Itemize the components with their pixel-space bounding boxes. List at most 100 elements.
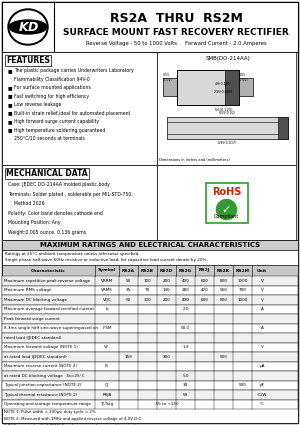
Text: 50.0: 50.0 [181, 326, 190, 330]
Text: Characteristic: Characteristic [31, 269, 66, 272]
Bar [2, 323, 298, 333]
Text: ■: ■ [8, 119, 13, 124]
Text: Maximum DC blocking voltage: Maximum DC blocking voltage [4, 298, 67, 302]
Bar [239, 78, 253, 96]
Text: 100: 100 [144, 279, 152, 283]
Text: Symbol: Symbol [98, 269, 116, 272]
Text: 35: 35 [126, 288, 131, 292]
Text: Compliant: Compliant [214, 213, 239, 218]
Text: Weight:0.005 ounce, 0.136 grams: Weight:0.005 ounce, 0.136 grams [8, 230, 86, 235]
Text: Maximum RMS voltage: Maximum RMS voltage [4, 288, 51, 292]
Text: Terminals: Solder plated , solderable per MIL-STD-750,: Terminals: Solder plated , solderable pe… [8, 192, 133, 196]
Text: MAXIMUM RATINGS AND ELECTRICAL CHARACTERISTICS: MAXIMUM RATINGS AND ELECTRICAL CHARACTER… [40, 242, 260, 248]
Text: Typical thermal resistance (NOTE 2): Typical thermal resistance (NOTE 2) [4, 393, 77, 397]
Text: 30: 30 [183, 383, 188, 387]
Text: 100: 100 [144, 298, 152, 302]
Text: Io: Io [105, 307, 109, 311]
Bar [2, 265, 298, 276]
Text: 50: 50 [183, 393, 188, 397]
Text: °C/W: °C/W [257, 393, 267, 397]
Text: Flammability Classification 94V-0: Flammability Classification 94V-0 [14, 76, 90, 82]
Bar [2, 2, 298, 52]
Bar [167, 117, 288, 139]
Text: The plastic package carries Underwriters Laboratory: The plastic package carries Underwriters… [14, 68, 134, 73]
Text: NOTE 2: Measured with 1MHz and applied reverse voltage of 4.0V D.C.: NOTE 2: Measured with 1MHz and applied r… [4, 417, 142, 421]
Text: RS2M: RS2M [236, 269, 250, 272]
Text: RS2B: RS2B [141, 269, 154, 272]
Text: Reverse Voltage - 50 to 1000 Volts     Forward Current - 2.0 Amperes: Reverse Voltage - 50 to 1000 Volts Forwa… [85, 40, 266, 45]
Text: Built-in strain relief,ideal for automated placement: Built-in strain relief,ideal for automat… [14, 110, 130, 116]
Bar [2, 240, 298, 423]
Text: Single phase half-wave 60Hz resistive or inductive load, for capacitive load cur: Single phase half-wave 60Hz resistive or… [5, 258, 208, 262]
Text: °C: °C [260, 402, 265, 406]
Text: ■: ■ [8, 102, 13, 107]
Text: VRMS: VRMS [101, 288, 113, 292]
Ellipse shape [9, 20, 47, 34]
Text: V: V [261, 298, 263, 302]
Text: A: A [261, 326, 263, 330]
Text: VF: VF [104, 345, 110, 349]
Text: 400: 400 [182, 298, 189, 302]
Text: Peak forward surge current: Peak forward surge current [4, 317, 60, 321]
Bar [157, 165, 296, 240]
Text: ■: ■ [8, 68, 13, 73]
Text: Case: JEDEC DO-214AA molded plastic body: Case: JEDEC DO-214AA molded plastic body [8, 182, 110, 187]
Text: NOTE 1: Pulse width = 300μs, duty cycle = 2%: NOTE 1: Pulse width = 300μs, duty cycle … [4, 410, 96, 414]
Text: ■: ■ [8, 94, 13, 99]
Bar [2, 240, 298, 250]
Text: 140: 140 [163, 288, 170, 292]
Text: 2.15(0.085): 2.15(0.085) [214, 90, 233, 94]
Bar [2, 52, 157, 165]
Text: 150: 150 [124, 355, 132, 359]
Bar [2, 380, 298, 390]
Text: ■: ■ [8, 110, 13, 116]
Text: 8.3ms single half sine-wave superimposed on: 8.3ms single half sine-wave superimposed… [4, 326, 98, 330]
Text: K: K [19, 20, 29, 34]
Text: 500: 500 [238, 383, 246, 387]
Bar [2, 276, 298, 286]
Text: High forward surge current capability: High forward surge current capability [14, 119, 99, 124]
Text: Typical junction capacitance (NOTE 2): Typical junction capacitance (NOTE 2) [4, 383, 82, 387]
Text: 50: 50 [126, 279, 131, 283]
Bar [2, 304, 298, 314]
Text: Ratings at 25°C ambient temperature unless otherwise specified.: Ratings at 25°C ambient temperature unle… [5, 252, 140, 256]
Text: A: A [261, 307, 263, 311]
Text: Method 2026: Method 2026 [14, 201, 45, 206]
Bar [206, 182, 248, 223]
Text: Mounting Position: Any: Mounting Position: Any [8, 220, 61, 225]
Text: SMB(DO-214AA): SMB(DO-214AA) [205, 56, 250, 61]
Text: 250°C/10 seconds at terminals: 250°C/10 seconds at terminals [14, 136, 85, 141]
Text: 500: 500 [220, 355, 227, 359]
Text: 600: 600 [201, 298, 208, 302]
Text: RS2A: RS2A [122, 269, 135, 272]
Text: 70: 70 [145, 288, 150, 292]
Text: μA: μA [259, 364, 265, 368]
Text: 0.55
(0.02): 0.55 (0.02) [163, 73, 173, 82]
Bar [2, 352, 298, 362]
Text: Maximum forward voltage (NOTE 1): Maximum forward voltage (NOTE 1) [4, 345, 78, 349]
Text: at rated load (JEDEC standard): at rated load (JEDEC standard) [4, 355, 67, 359]
Text: 300: 300 [163, 355, 170, 359]
Text: RS2A  THRU  RS2M: RS2A THRU RS2M [110, 11, 242, 25]
Bar [2, 343, 298, 352]
Text: 50: 50 [126, 298, 131, 302]
Text: Unit: Unit [257, 269, 267, 272]
Bar [2, 400, 298, 409]
Text: VRRM: VRRM [101, 279, 113, 283]
Text: 1000: 1000 [237, 298, 248, 302]
Text: ✓: ✓ [222, 204, 231, 215]
Text: RS2K: RS2K [217, 269, 230, 272]
Text: 2.0: 2.0 [182, 307, 189, 311]
Text: 0.95(0.037): 0.95(0.037) [218, 141, 237, 145]
Text: 560: 560 [220, 288, 227, 292]
Text: at rated DC blocking voltage   Ta=25°C: at rated DC blocking voltage Ta=25°C [4, 374, 85, 378]
Text: 0.55(0.02): 0.55(0.02) [219, 111, 236, 115]
Text: CJ: CJ [105, 383, 109, 387]
Text: 5.0: 5.0 [182, 374, 189, 378]
Bar [2, 371, 298, 380]
Text: V: V [261, 279, 263, 283]
Text: 700: 700 [238, 288, 246, 292]
Text: Dimensions in inches and (millimeters): Dimensions in inches and (millimeters) [159, 158, 230, 162]
Text: 400: 400 [182, 279, 189, 283]
Text: 5.6(0.220): 5.6(0.220) [214, 108, 233, 112]
